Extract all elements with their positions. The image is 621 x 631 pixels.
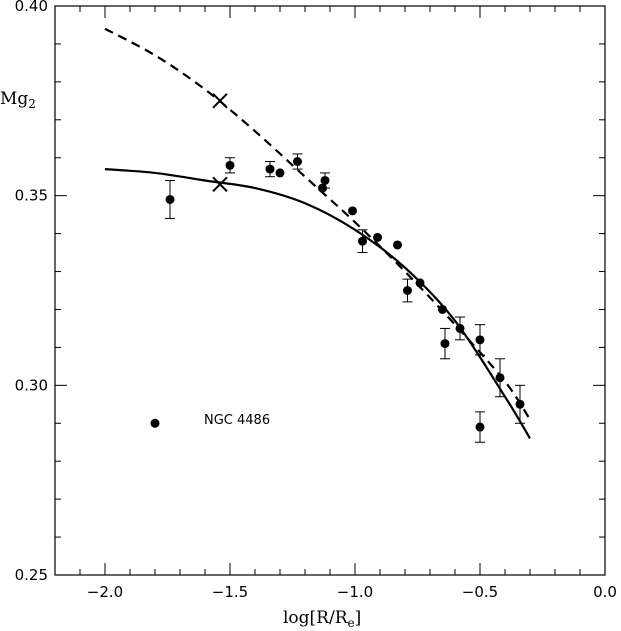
data-point [358,236,367,246]
data-point [515,399,525,409]
data-point [318,183,327,193]
y-tick-label: 0.25 [15,566,48,584]
solid-model-curve [104,168,531,440]
data-point [165,194,175,204]
x-axis-title: log[R/Re] [283,608,361,630]
axis-ticks [54,5,606,576]
x-tick-label: −0.5 [462,583,498,601]
data-point [293,157,302,167]
y-axis-title-sub: 2 [28,97,36,111]
data-point [455,323,465,333]
data-point [403,286,412,295]
x-tick-label: −1.0 [337,583,373,601]
data-point [440,339,450,349]
error-bars [165,153,525,443]
legend: NGC 4486 [150,413,270,428]
cross-marker [212,176,228,192]
y-tick-label: 0.40 [15,0,48,15]
axis-tick-labels: −2.0 −1.5 −1.0 −0.5 0.0 0.25 0.30 0.35 0.40 [15,0,617,601]
y-axis-title-main: Mg [0,89,28,109]
data-point [438,304,447,314]
y-axis-title: Mg2 [0,89,36,111]
x-tick-label: −1.5 [212,583,248,601]
data-point [475,335,485,345]
data-point [225,160,235,170]
data-point [275,168,285,178]
y-tick-label: 0.35 [15,187,48,205]
data-point [320,175,330,185]
legend-label: NGC 4486 [204,413,270,428]
x-tick-label: 0.0 [593,583,617,601]
y-tick-label: 0.30 [15,376,48,394]
cross-markers [212,93,228,192]
data-point [415,278,425,288]
x-axis-title-sub: e [348,616,355,630]
plot-frame [54,5,606,576]
cross-marker [212,93,228,109]
data-points [165,157,525,432]
x-tick-label: −2.0 [87,583,123,601]
dashed-model-curve [104,27,531,421]
legend-marker [150,418,160,428]
data-point [495,373,505,383]
model-curves [104,27,531,440]
data-point [475,422,485,432]
x-axis-title-main: log[R/R [283,608,349,628]
data-point [393,240,402,250]
x-axis-title-close: ] [355,608,362,628]
data-point [348,206,357,216]
data-point [373,232,382,242]
data-point [265,164,275,174]
